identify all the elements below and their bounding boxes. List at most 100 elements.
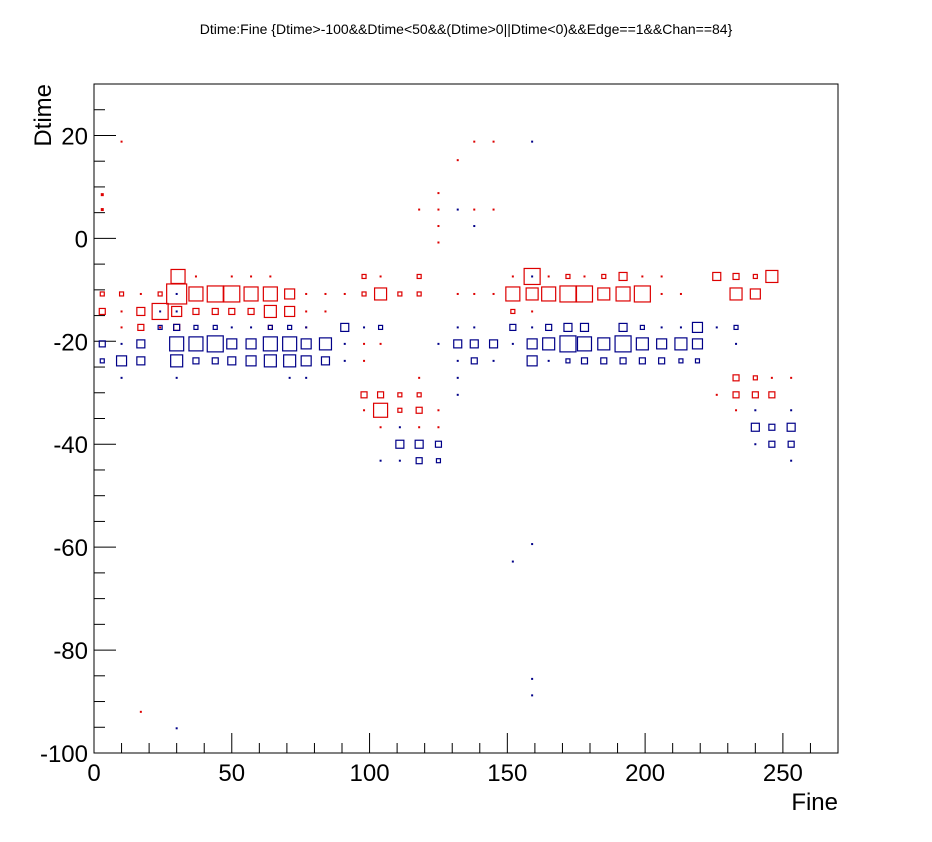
bin-box bbox=[343, 359, 346, 362]
x-tick-label: 100 bbox=[350, 760, 390, 787]
y-axis-label: Dtime bbox=[30, 84, 57, 147]
bin-box bbox=[372, 402, 389, 418]
bin-box bbox=[361, 291, 367, 297]
bin-box bbox=[660, 292, 663, 295]
bin-box bbox=[751, 391, 759, 399]
bin-box bbox=[188, 286, 204, 302]
bin-box bbox=[531, 543, 534, 546]
bin-box bbox=[243, 286, 259, 302]
bin-box bbox=[492, 292, 495, 295]
bin-box bbox=[340, 322, 350, 333]
bin-box bbox=[379, 426, 382, 429]
bin-box bbox=[418, 208, 421, 211]
bin-box bbox=[579, 322, 590, 333]
bin-box bbox=[228, 307, 236, 316]
bin-box bbox=[173, 323, 181, 332]
bin-box bbox=[750, 422, 760, 432]
bin-box bbox=[456, 359, 459, 362]
bin-box bbox=[752, 273, 758, 280]
bin-box bbox=[324, 292, 327, 295]
bin-box bbox=[526, 338, 538, 350]
bin-box bbox=[100, 208, 104, 212]
bin-box bbox=[511, 275, 514, 278]
bin-box bbox=[735, 409, 738, 412]
bin-box bbox=[488, 339, 499, 349]
bin-box bbox=[175, 292, 178, 295]
y-tick-label: -60 bbox=[53, 535, 88, 562]
bin-box bbox=[526, 355, 538, 367]
bin-box bbox=[120, 342, 123, 345]
bin-box bbox=[136, 339, 146, 349]
bin-box bbox=[139, 710, 142, 713]
bin-box bbox=[790, 409, 793, 412]
bin-box bbox=[563, 322, 573, 333]
bin-box bbox=[223, 285, 241, 303]
bin-box bbox=[531, 694, 534, 697]
bin-box bbox=[511, 560, 514, 563]
bin-box bbox=[633, 285, 651, 303]
bin-box bbox=[188, 336, 204, 352]
bin-box bbox=[492, 359, 495, 362]
bin-box bbox=[691, 338, 704, 350]
bin-box bbox=[211, 307, 219, 316]
bin-box bbox=[437, 192, 440, 195]
bin-box bbox=[754, 409, 757, 412]
bin-box bbox=[732, 374, 740, 382]
bin-box bbox=[765, 269, 779, 284]
bin-box bbox=[120, 140, 123, 143]
bin-box bbox=[768, 391, 776, 399]
bin-box bbox=[437, 208, 440, 211]
bin-box bbox=[395, 439, 405, 449]
bin-box bbox=[287, 324, 293, 331]
bin-box bbox=[175, 727, 178, 730]
bin-box bbox=[230, 275, 233, 278]
bin-box bbox=[732, 272, 740, 281]
bin-box bbox=[262, 336, 278, 352]
bin-box bbox=[415, 406, 423, 414]
bin-box bbox=[735, 342, 738, 345]
bin-box bbox=[377, 324, 384, 331]
bin-box bbox=[473, 326, 476, 329]
bin-box bbox=[492, 208, 495, 211]
bin-box bbox=[531, 275, 534, 278]
bin-box bbox=[437, 241, 440, 244]
bin-box bbox=[263, 354, 277, 368]
bin-box bbox=[787, 440, 795, 448]
bin-box bbox=[269, 275, 272, 278]
bin-box bbox=[565, 358, 571, 364]
bin-box bbox=[597, 287, 611, 301]
bin-box bbox=[715, 326, 718, 329]
bin-box bbox=[363, 409, 366, 412]
bin-box bbox=[283, 354, 297, 368]
bin-box bbox=[99, 291, 105, 297]
bin-box bbox=[230, 326, 233, 329]
bin-box bbox=[641, 275, 644, 278]
bin-box bbox=[170, 354, 184, 368]
bin-box bbox=[320, 356, 331, 366]
y-tick-label: -80 bbox=[53, 638, 88, 665]
bin-box bbox=[470, 357, 478, 365]
bin-box bbox=[100, 193, 104, 197]
bin-box bbox=[376, 391, 385, 399]
bin-box bbox=[656, 338, 668, 350]
bin-box bbox=[473, 140, 476, 143]
bin-box bbox=[282, 336, 298, 352]
bin-box bbox=[531, 310, 534, 313]
bin-box bbox=[305, 326, 308, 329]
bin-box bbox=[118, 291, 125, 297]
bin-box bbox=[531, 677, 534, 680]
bin-box bbox=[618, 322, 628, 333]
bin-box bbox=[284, 288, 296, 300]
bin-box bbox=[175, 376, 178, 379]
bin-box bbox=[363, 359, 366, 362]
bin-box bbox=[770, 376, 773, 379]
bin-box bbox=[139, 292, 142, 295]
bin-box bbox=[169, 336, 185, 352]
bin-box bbox=[194, 275, 197, 278]
bin-box bbox=[250, 326, 253, 329]
bin-box bbox=[343, 292, 346, 295]
bin-box bbox=[583, 275, 586, 278]
bin-box bbox=[752, 375, 758, 381]
bin-box bbox=[453, 339, 463, 349]
